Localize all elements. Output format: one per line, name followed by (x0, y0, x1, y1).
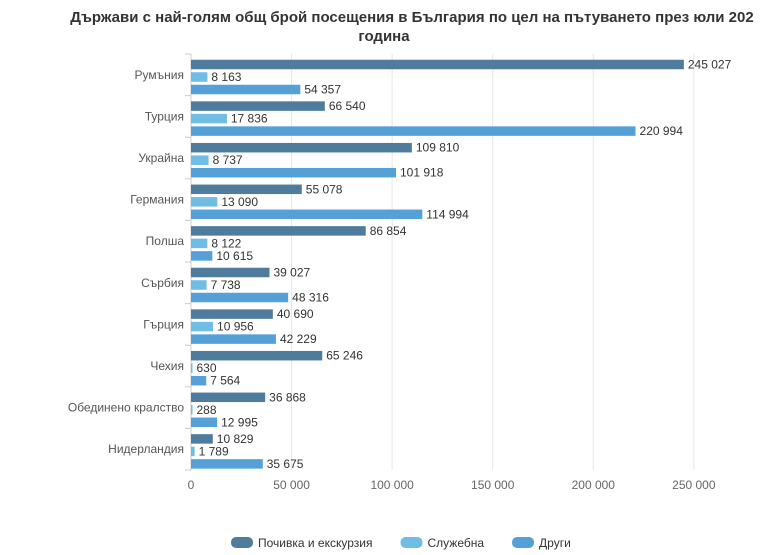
category-label: Чехия (150, 359, 184, 373)
legend-swatch (400, 537, 423, 548)
category-label: Нидерландия (108, 442, 184, 456)
data-label: 10 615 (216, 249, 253, 263)
legend-item[interactable]: Служебна (400, 536, 484, 550)
category-label: Полша (146, 234, 185, 248)
data-label: 109 810 (416, 141, 460, 155)
data-label: 101 918 (400, 166, 444, 180)
x-tick-label: 200 000 (572, 478, 616, 492)
data-label: 8 122 (211, 236, 241, 250)
bar[interactable] (191, 167, 397, 178)
bar[interactable] (191, 375, 207, 386)
bar[interactable] (191, 209, 423, 220)
bar[interactable] (191, 334, 276, 344)
bar[interactable] (191, 251, 213, 261)
bar[interactable] (191, 59, 684, 70)
data-label: 7 564 (210, 374, 240, 388)
bar[interactable] (191, 72, 208, 82)
bar[interactable] (191, 363, 193, 373)
category-label: Украйна (138, 151, 184, 165)
bar[interactable] (191, 226, 366, 236)
bar[interactable] (191, 101, 325, 111)
legend[interactable]: Почивка и екскурзия Служебна Други (231, 536, 571, 550)
bar[interactable] (191, 113, 227, 124)
x-tick-label: 50 000 (273, 478, 310, 492)
bar[interactable] (191, 155, 209, 165)
data-label: 42 229 (280, 332, 317, 346)
legend-swatch (512, 537, 535, 548)
bar[interactable] (191, 309, 273, 319)
legend-item[interactable]: Други (512, 536, 571, 550)
bar[interactable] (191, 142, 412, 153)
bar[interactable] (191, 434, 213, 444)
x-tick-label: 0 (188, 478, 195, 492)
data-label: 10 829 (217, 432, 254, 446)
bar[interactable] (191, 267, 270, 278)
category-label: Турция (145, 109, 184, 123)
data-label: 630 (197, 361, 217, 375)
data-label: 54 357 (304, 83, 341, 97)
data-labels: 245 027 66 540 109 810 55 078 86 854 39 027 40… (197, 58, 732, 471)
data-label: 13 090 (221, 195, 258, 209)
data-label: 66 540 (329, 99, 366, 113)
category-labels: Румъния Турция Украйна Германия Полша Сърбия Г… (68, 53, 191, 471)
data-label: 35 675 (267, 457, 304, 471)
data-label: 288 (197, 403, 217, 417)
bar[interactable] (191, 238, 208, 249)
category-label: Сърбия (141, 276, 184, 290)
data-label: 7 738 (211, 278, 241, 292)
legend-swatch (231, 537, 253, 548)
bar[interactable] (191, 350, 323, 361)
x-axis-ticks: 0 50 000 100 000 150 000 200 000 250 000 (188, 478, 716, 492)
data-label: 65 246 (326, 349, 363, 363)
data-label: 86 854 (370, 224, 407, 238)
bar[interactable] (191, 184, 302, 195)
category-label: Германия (130, 193, 184, 207)
data-label: 8 737 (213, 153, 243, 167)
category-label: Гърция (143, 317, 184, 331)
data-label: 12 995 (221, 415, 258, 429)
bar[interactable] (191, 321, 214, 332)
data-label: 8 163 (211, 70, 241, 84)
bar[interactable] (191, 405, 193, 415)
legend-label: Служебна (427, 536, 484, 550)
bar[interactable] (191, 84, 301, 95)
bar[interactable] (191, 392, 266, 403)
category-label: Обединено кралство (68, 401, 184, 415)
x-tick-label: 100 000 (370, 478, 414, 492)
chart-title-line-2: година (358, 28, 410, 45)
bar[interactable] (191, 280, 207, 290)
x-tick-label: 150 000 (471, 478, 515, 492)
bar[interactable] (191, 126, 636, 136)
category-label: Румъния (135, 68, 184, 82)
data-label: 1 789 (199, 444, 229, 458)
bar[interactable] (191, 292, 289, 303)
data-label: 245 027 (688, 58, 732, 72)
chart-title-line-1: Държави с най-голям общ брой посещения в… (70, 9, 753, 26)
data-label: 39 027 (274, 266, 311, 280)
data-label: 17 836 (231, 112, 268, 126)
bars (191, 59, 684, 469)
data-label: 48 316 (292, 291, 329, 305)
data-label: 40 690 (277, 307, 314, 321)
legend-label: Почивка и екскурзия (258, 536, 372, 550)
bar[interactable] (191, 197, 218, 207)
data-label: 10 956 (217, 320, 254, 334)
data-label: 36 868 (269, 390, 306, 404)
legend-item[interactable]: Почивка и екскурзия (231, 536, 372, 550)
legend-label: Други (539, 536, 571, 550)
data-label: 55 078 (306, 182, 343, 196)
bar[interactable] (191, 446, 195, 457)
data-label: 220 994 (640, 124, 684, 138)
data-label: 114 994 (426, 207, 469, 221)
bar[interactable] (191, 459, 263, 469)
bar[interactable] (191, 417, 218, 428)
x-tick-label: 250 000 (672, 478, 716, 492)
